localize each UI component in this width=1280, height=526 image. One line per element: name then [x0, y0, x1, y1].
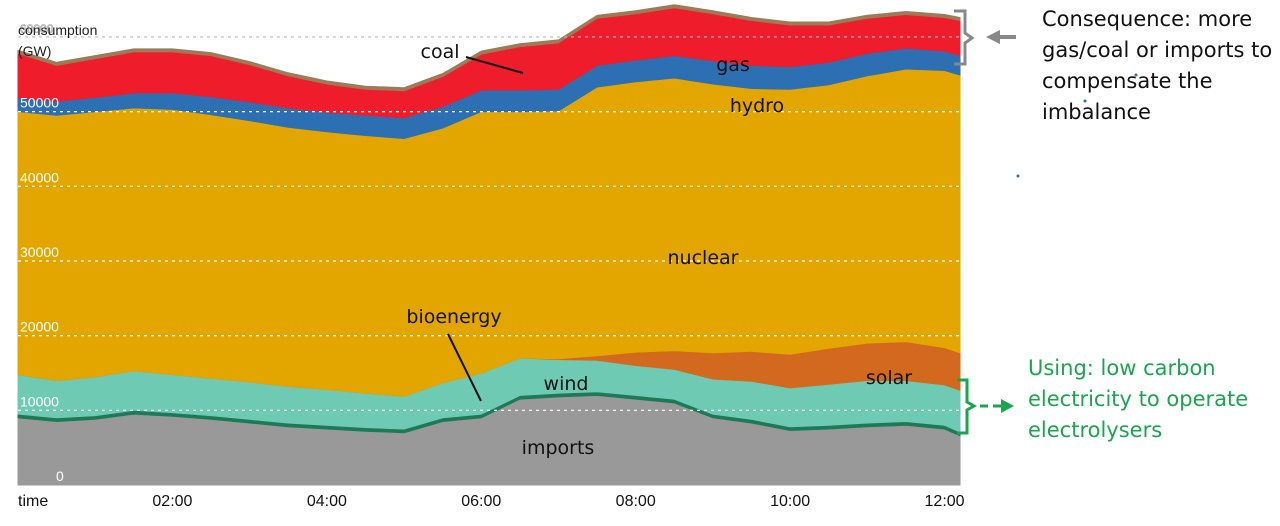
- area-series-group: [17, 4, 961, 486]
- dot-3: [1016, 174, 1020, 178]
- dot-1: [1134, 73, 1138, 77]
- using-annotation: Using: low carbon electricity to operate…: [1028, 356, 1249, 442]
- label-solar: solar: [866, 367, 912, 389]
- label-hydro: hydro: [730, 95, 784, 117]
- gridlines: [18, 36, 960, 411]
- dot-2: [1083, 99, 1087, 103]
- coal-leader-line: [465, 56, 524, 74]
- x-tick-labels: time 02:00 04:00 06:00 08:00 10:00 12:00: [18, 493, 965, 510]
- label-gas: gas: [716, 54, 750, 76]
- y-tick-10000: 10000: [20, 393, 59, 409]
- y-tick-0: 0: [56, 468, 64, 484]
- y-axis-title-line1: consumption: [18, 22, 98, 38]
- x-tick-04:00: 04:00: [307, 493, 347, 510]
- consequence-annotation: Consequence: more gas/coal or imports to…: [1042, 7, 1273, 124]
- using-arrow-icon: [1001, 399, 1014, 413]
- x-axis-title: time: [18, 493, 48, 510]
- x-tick-08:00: 08:00: [616, 493, 656, 510]
- y-tick-50000: 50000: [20, 95, 59, 111]
- label-coal: coal: [421, 41, 460, 63]
- label-imports: imports: [522, 437, 595, 459]
- y-tick-30000: 30000: [20, 244, 59, 260]
- label-nuclear: nuclear: [668, 247, 739, 269]
- x-tick-12:00: 12:00: [925, 493, 965, 510]
- consequence-bracket: [954, 9, 975, 66]
- using-bracket: [957, 378, 978, 435]
- y-tick-60000: 60000: [20, 22, 54, 36]
- y-tick-20000: 20000: [20, 319, 59, 335]
- bioenergy-leader-line: [447, 333, 482, 402]
- y-tick-40000: 40000: [20, 169, 59, 185]
- x-tick-06:00: 06:00: [461, 493, 501, 510]
- x-tick-10:00: 10:00: [770, 493, 810, 510]
- area-nuclear: [17, 68, 961, 397]
- area-coal: [17, 4, 961, 92]
- label-wind: wind: [544, 373, 589, 395]
- y-tick-labels: 0 10000 20000 30000 40000 50000 60000: [20, 22, 64, 484]
- label-bioenergy: bioenergy: [406, 306, 501, 328]
- x-tick-02:00: 02:00: [152, 493, 192, 510]
- y-axis-title-line2: (GW): [18, 43, 52, 59]
- consequence-arrow-icon: [986, 30, 1000, 44]
- series-labels: coal gas hydro nuclear bioenergy wind solar imp…: [406, 41, 912, 459]
